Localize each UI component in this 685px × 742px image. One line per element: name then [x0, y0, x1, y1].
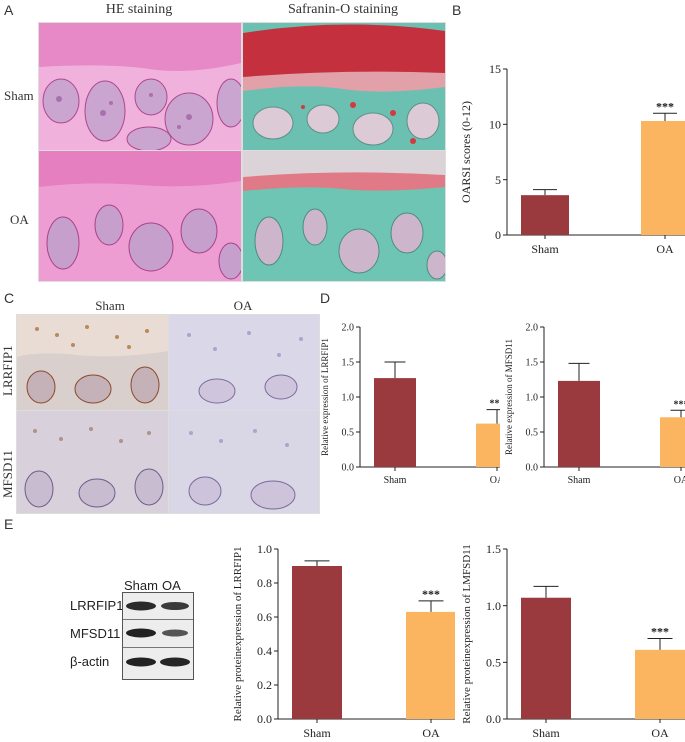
bar-oa — [476, 423, 500, 467]
y-tick-label: 5 — [495, 173, 501, 187]
y-tick-label: 1.5 — [342, 358, 355, 369]
panel-letter-c: C — [4, 290, 15, 306]
y-tick-label: 0.6 — [257, 610, 272, 624]
significance-label: *** — [490, 399, 501, 410]
y-tick-label: 0.0 — [526, 463, 539, 474]
western-blot-image — [122, 592, 194, 680]
y-tick-label: 0.4 — [257, 644, 272, 658]
panel-letter-a: A — [4, 2, 14, 18]
chart-b-oarsi: 0 5 10 15 OARSI scores (0-12) Sham OA *** — [459, 62, 685, 256]
y-tick-label: 1.0 — [342, 393, 355, 404]
y-tick-label: 1.0 — [257, 542, 272, 556]
y-tick-label: 10 — [489, 118, 501, 132]
x-tick-label: OA — [490, 475, 500, 486]
bar-oa — [641, 121, 685, 235]
significance-label: *** — [651, 625, 669, 639]
ihc-lrrfip1-oa-image — [168, 314, 320, 412]
x-tick-label: OA — [656, 242, 674, 256]
bar-oa — [635, 649, 685, 719]
bar-sham — [521, 597, 571, 719]
y-tick-label: 1.5 — [486, 542, 501, 556]
y-tick-label: 0.5 — [486, 656, 501, 670]
panel-letter-b: B — [452, 2, 462, 18]
y-tick-label: 0.5 — [342, 428, 355, 439]
header-safranin-staining: Safranin-O staining — [287, 2, 399, 17]
chart-d1-lrrfip1: 0.0 0.5 1.0 1.5 2.0 Relative expression of LR… — [320, 323, 501, 486]
ihc-mfsd11-oa-image — [168, 410, 320, 514]
blot-row-bactin: β-actin — [70, 654, 110, 669]
y-axis-label: Relative proteinexpression of LMFSD11 — [461, 544, 473, 724]
blot-row-lrrfip1: LRRFIP1 — [70, 598, 124, 613]
panel-letter-d: D — [320, 290, 331, 306]
significance-label: *** — [422, 587, 440, 601]
safranin-oa-image — [242, 150, 446, 282]
ihc-lrrfip1-sham-image — [16, 314, 170, 412]
blot-lane-sham: Sham — [124, 578, 158, 593]
chart-e2-lmfsd11: 0.0 0.5 1.0 1.5 Relative proteinexpression o… — [461, 542, 685, 740]
bar-sham — [374, 378, 416, 467]
he-oa-image — [38, 150, 242, 282]
ihc-row-label-lrrfip1: LRRFIP1 — [0, 345, 15, 396]
ihc-header-oa: OA — [233, 298, 253, 313]
bar-oa — [660, 417, 685, 467]
y-tick-label: 0.2 — [257, 678, 272, 692]
y-tick-label: 0 — [495, 228, 501, 242]
x-tick-label: OA — [674, 475, 685, 486]
significance-label: *** — [656, 99, 674, 113]
he-sham-image — [38, 22, 242, 152]
y-axis-label: Relative expression of LRRFIP1 — [320, 338, 330, 456]
ihc-header-sham: Sham — [95, 298, 125, 313]
x-tick-label: OA — [651, 726, 669, 740]
row-label-sham: Sham — [4, 88, 34, 103]
chart-e1-lrrfip1: 0.0 0.2 0.4 0.6 0.8 1.0 Relative proteinexpres… — [232, 542, 455, 740]
header-he-staining: HE staining — [105, 2, 173, 17]
row-label-oa: OA — [10, 212, 29, 227]
x-tick-label: Sham — [568, 475, 591, 486]
blot-row-mfsd11: MFSD11 — [70, 626, 121, 641]
y-tick-label: 1.0 — [486, 599, 501, 613]
y-tick-label: 0.5 — [526, 428, 539, 439]
bar-oa — [406, 611, 455, 719]
bar-sham — [521, 195, 569, 235]
y-axis-label: OARSI scores (0-12) — [459, 101, 473, 203]
x-tick-label: Sham — [384, 475, 407, 486]
ihc-row-label-wrapper-2: MFSD11 — [0, 440, 15, 500]
chart-d2-mfsd11: 0.0 0.5 1.0 1.5 2.0 Relative expression of MF… — [504, 323, 685, 486]
y-tick-label: 2.0 — [526, 323, 539, 334]
y-tick-label: 0.0 — [257, 712, 272, 726]
y-axis-label: Relative expression of MFSD11 — [504, 339, 514, 455]
x-tick-label: Sham — [303, 726, 331, 740]
x-tick-label: OA — [422, 726, 440, 740]
bar-sham — [558, 380, 600, 467]
ihc-row-label-mfsd11: MFSD11 — [0, 450, 15, 498]
safranin-sham-image — [242, 22, 446, 152]
ihc-mfsd11-sham-image — [16, 410, 170, 514]
y-tick-label: 0.8 — [257, 576, 272, 590]
y-tick-label: 1.0 — [526, 393, 539, 404]
ihc-row-label-wrapper-1: LRRFIP1 — [0, 336, 15, 396]
x-tick-label: Sham — [532, 726, 560, 740]
panel-letter-e: E — [4, 516, 14, 532]
y-tick-label: 0.0 — [342, 463, 355, 474]
y-tick-label: 0.0 — [486, 712, 501, 726]
x-tick-label: Sham — [531, 242, 559, 256]
y-tick-label: 2.0 — [342, 323, 355, 334]
bar-sham — [292, 566, 342, 719]
significance-label: *** — [674, 399, 685, 410]
y-axis-label: Relative proteinexpression of LRRFIP1 — [232, 546, 244, 721]
y-tick-label: 15 — [489, 62, 501, 76]
y-tick-label: 1.5 — [526, 358, 539, 369]
blot-lane-oa: OA — [162, 578, 181, 593]
